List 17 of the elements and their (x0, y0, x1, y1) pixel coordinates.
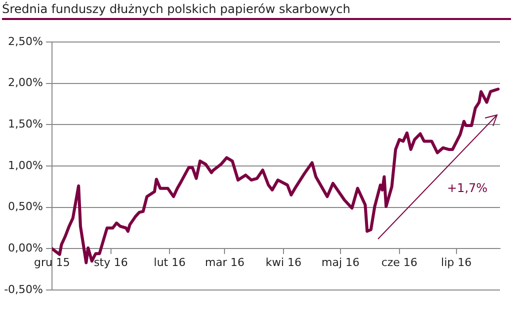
x-tick-label: sty 16 (94, 256, 128, 270)
annotation: +1,7% (447, 181, 488, 195)
x-tick-label: lut 16 (154, 256, 186, 270)
x-tick-label: kwi 16 (266, 256, 302, 270)
y-tick-label: 1,00% (8, 158, 43, 172)
y-tick-label: -0,50% (4, 282, 43, 296)
x-tick-label: maj 16 (322, 256, 360, 270)
y-tick-label: 0,00% (8, 242, 43, 255)
x-tick-label: cze 16 (381, 256, 418, 270)
chart-title: Średnia funduszy dłużnych polskich papierów skarbowych (2, 2, 511, 20)
y-tick-label: 2,00% (8, 76, 43, 90)
y-tick-label: 0,50% (8, 200, 43, 214)
x-tick-label: lip 16 (441, 256, 472, 270)
y-tick-label: 2,50% (8, 34, 43, 48)
x-tick-label: mar 16 (205, 256, 244, 270)
x-tick-label: gru 15 (34, 256, 70, 270)
y-tick-label: 1,50% (8, 118, 43, 131)
